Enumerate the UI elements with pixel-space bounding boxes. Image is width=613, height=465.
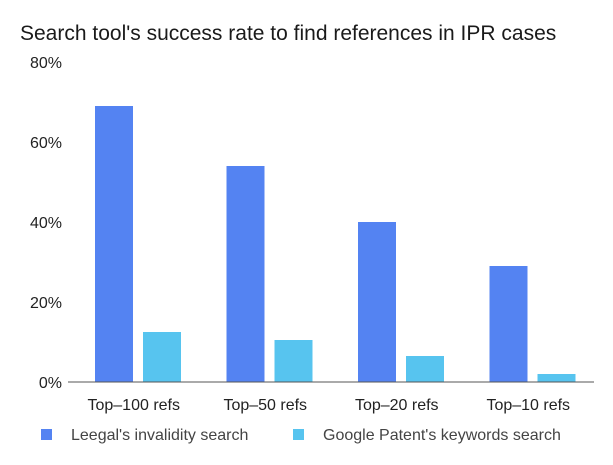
bar-series-0-cat-0: [95, 106, 133, 382]
legend-label: Leegal's invalidity search: [71, 427, 248, 444]
y-tick-label: 80%: [30, 55, 62, 72]
x-tick-label: Top–100 refs: [87, 397, 180, 414]
x-tick-label: Top–20 refs: [355, 397, 439, 414]
x-tick-label: Top–50 refs: [223, 397, 307, 414]
legend-swatch: [41, 429, 52, 440]
y-tick-label: 20%: [30, 295, 62, 312]
bar-series-1-cat-2: [406, 356, 444, 382]
legend-swatch: [293, 429, 304, 440]
bar-series-1-cat-0: [143, 332, 181, 382]
bar-series-0-cat-2: [358, 222, 396, 382]
bar-series-1-cat-1: [274, 340, 313, 382]
y-axis: 0% 20% 40% 60% 80%: [30, 55, 62, 392]
legend-item-1: Google Patent's keywords search: [293, 427, 561, 444]
legend: Leegal's invalidity search Google Patent'…: [41, 427, 561, 444]
x-axis: Top–100 refs Top–50 refs Top–20 refs Top–10…: [87, 397, 570, 414]
legend-item-0: Leegal's invalidity search: [41, 427, 248, 444]
bar-series-1-cat-3: [537, 374, 576, 382]
bars: [95, 106, 576, 382]
legend-label: Google Patent's keywords search: [323, 427, 561, 444]
y-tick-label: 0%: [39, 375, 62, 392]
chart-title: Search tool's success rate to find refer…: [20, 22, 556, 45]
y-tick-label: 60%: [30, 135, 62, 152]
bar-series-0-cat-3: [489, 266, 528, 382]
x-tick-label: Top–10 refs: [486, 397, 570, 414]
bar-series-0-cat-1: [226, 166, 265, 382]
y-tick-label: 40%: [30, 215, 62, 232]
